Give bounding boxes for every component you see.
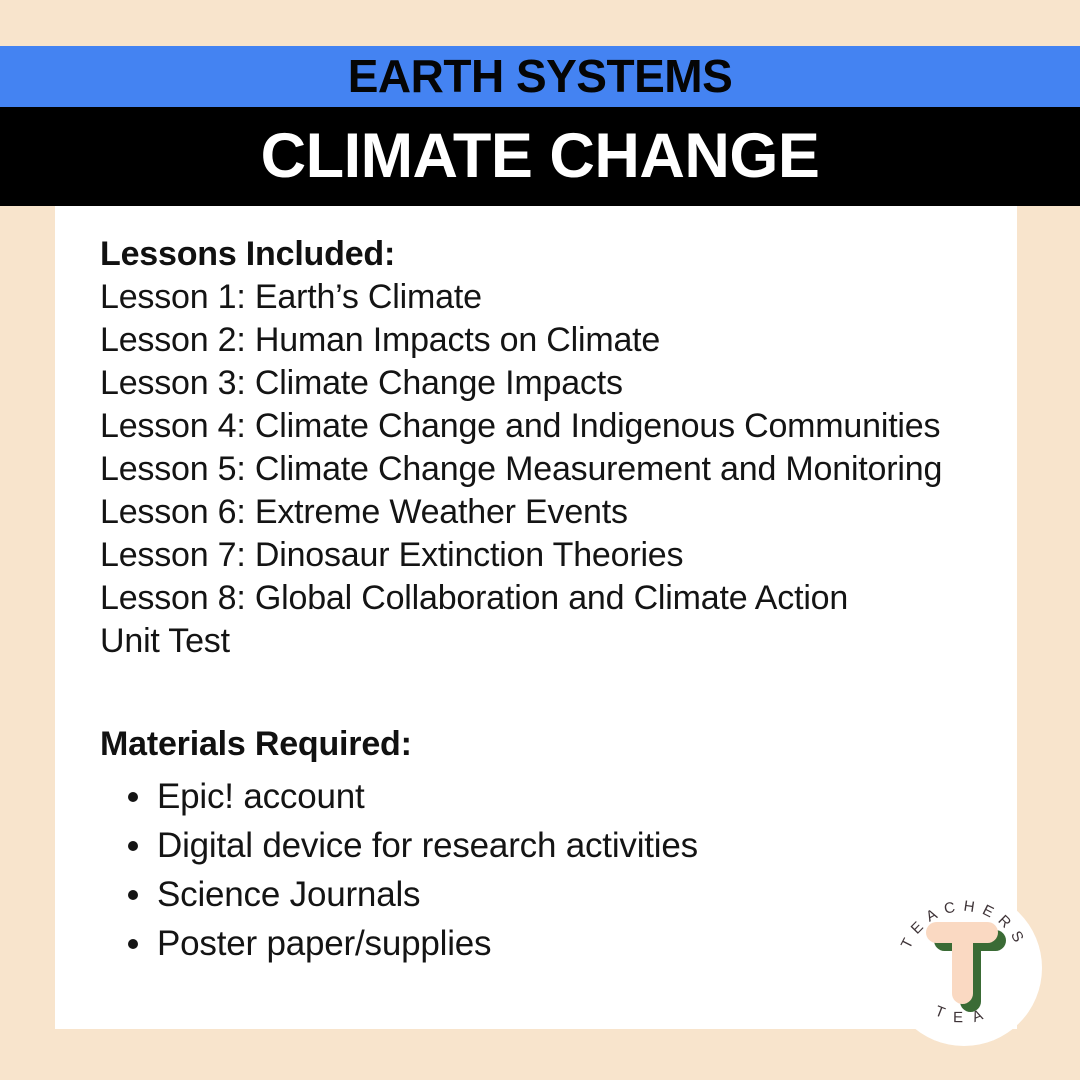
title-banner-label: CLIMATE CHANGE (260, 121, 820, 191)
lesson-item: Lesson 1: Earth’s Climate (100, 278, 482, 316)
lesson-item: Lesson 6: Extreme Weather Events (100, 493, 628, 531)
lessons-heading: Lessons Included: (100, 235, 396, 273)
material-item: Epic! account (100, 772, 977, 821)
category-banner-label: EARTH SYSTEMS (347, 49, 733, 102)
material-item: Digital device for research activities (100, 821, 977, 870)
materials-heading: Materials Required: (100, 725, 412, 763)
lesson-item: Lesson 3: Climate Change Impacts (100, 364, 623, 402)
content-card: Lessons Included: Lesson 1: Earth’s Clim… (55, 206, 1017, 1029)
lesson-item: Lesson 8: Global Collaboration and Clima… (100, 579, 849, 617)
lesson-item: Lesson 7: Dinosaur Extinction Theories (100, 536, 684, 574)
earth-systems-banner: EARTH SYSTEMS (0, 46, 1080, 107)
lesson-item: Lesson 2: Human Impacts on Climate (100, 321, 661, 359)
lesson-item: Lesson 5: Climate Change Measurement and… (100, 450, 943, 488)
materials-list: Epic! account Digital device for research… (100, 772, 977, 968)
teachers-tea-logo: TEACHERS TEA (884, 888, 1044, 1048)
lesson-item: Unit Test (100, 622, 230, 660)
material-item: Science Journals (100, 870, 977, 919)
logo-monogram-peach-t (926, 922, 998, 1004)
climate-change-banner: CLIMATE CHANGE (0, 107, 1080, 206)
lessons-list: Lesson 1: Earth’s Climate Lesson 2: Human… (100, 276, 977, 663)
lesson-item: Lesson 4: Climate Change and Indigenous … (100, 407, 941, 445)
material-item: Poster paper/supplies (100, 919, 977, 968)
